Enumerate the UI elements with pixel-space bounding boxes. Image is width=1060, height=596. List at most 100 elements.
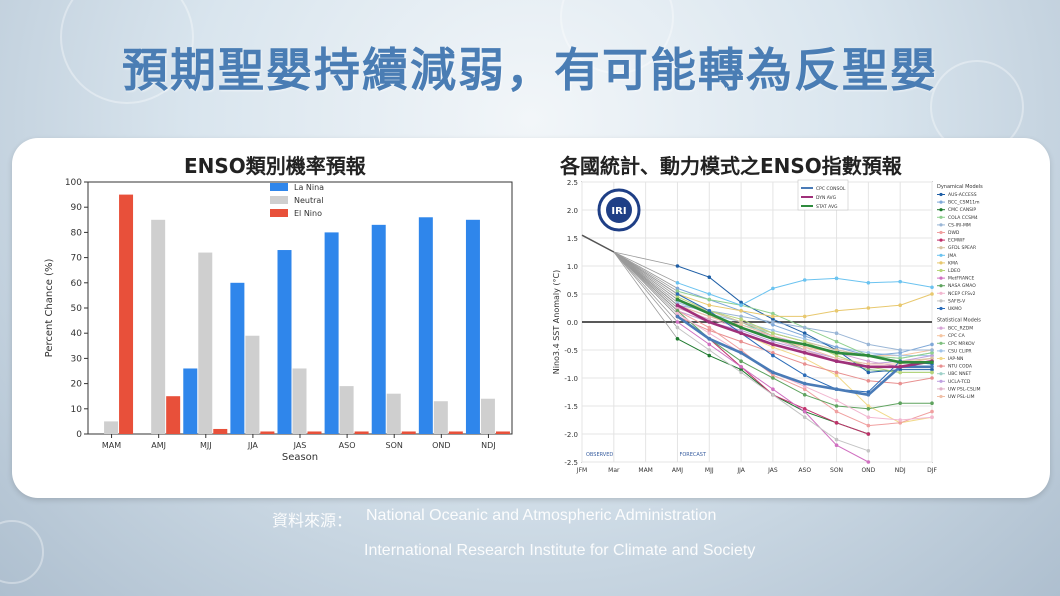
legend-marker xyxy=(939,276,943,280)
legend-marker xyxy=(939,394,943,399)
dynamical-model-line-point xyxy=(802,334,807,338)
dynamical-model-line-point xyxy=(771,393,775,397)
dynamical-model-line-point xyxy=(739,303,743,307)
average-line-point xyxy=(739,351,743,355)
legend-label: STAT AVG xyxy=(816,204,838,210)
y-axis-label: Percent Chance (%) xyxy=(44,259,55,358)
x-tick-label: SON xyxy=(386,441,403,450)
legend-label: NTU CODA xyxy=(948,364,973,370)
average-line-point xyxy=(834,351,839,355)
dynamical-model-line-point xyxy=(739,314,743,319)
dynamical-model-line-point xyxy=(771,323,775,327)
bar-neutral xyxy=(292,368,307,434)
legend-label: ECMWF xyxy=(948,238,965,244)
y-tick-label: 0.5 xyxy=(567,291,578,299)
dynamical-model-line-point xyxy=(675,292,680,296)
legend-label: IAP-NN xyxy=(948,356,963,362)
statistical-model-line-point xyxy=(739,328,743,333)
dynamical-model-line-point xyxy=(739,309,743,313)
y-tick-label: 70 xyxy=(71,254,83,264)
bar-la-nina xyxy=(371,224,386,434)
dynamical-model-line-point xyxy=(802,339,807,344)
legend-header-statistical: Statistical Models xyxy=(937,318,981,324)
dynamical-model-line-point xyxy=(834,276,839,281)
dynamical-model-line-point xyxy=(930,367,934,372)
legend-label: CPC CONSOL xyxy=(816,186,846,192)
dynamical-model-line-point xyxy=(930,356,934,361)
dynamical-model-line-point xyxy=(707,275,712,279)
dynamical-model-line-point xyxy=(834,331,839,335)
dynamical-model-line-point xyxy=(898,279,902,284)
average-line-point xyxy=(834,359,839,363)
bar-el-nino xyxy=(401,431,416,434)
dynamical-model-line-point xyxy=(866,370,871,375)
dynamical-model-line-point xyxy=(834,309,839,313)
x-tick-label: MAM xyxy=(102,441,121,450)
average-line-point xyxy=(898,360,902,365)
statistical-model-line-point xyxy=(866,404,871,408)
legend-marker xyxy=(939,253,943,257)
bar-la-nina xyxy=(183,368,198,434)
x-tick-label: OND xyxy=(861,467,875,474)
bar-el-nino xyxy=(354,431,369,434)
legend-marker xyxy=(939,291,943,295)
average-line-point xyxy=(802,351,807,355)
legend-label: SAFIS-V xyxy=(948,298,966,304)
x-tick-label: MAM xyxy=(638,467,652,474)
legend-label: La Nina xyxy=(294,183,324,192)
bar-neutral xyxy=(151,219,166,434)
x-tick-label: JAS xyxy=(293,441,307,450)
x-tick-label: ASO xyxy=(339,441,356,450)
legend-label: GFDL SPEAR xyxy=(948,245,976,251)
dynamical-model-line-point xyxy=(771,320,775,324)
average-line-point xyxy=(707,320,712,324)
dynamical-model-line-point xyxy=(930,285,934,290)
bar-la-nina xyxy=(324,232,339,434)
dynamical-model-line-point xyxy=(834,353,839,358)
statistical-model-line-point xyxy=(802,337,807,341)
legend-label: BCC_CSM11m xyxy=(948,200,980,206)
legend-marker xyxy=(939,215,943,219)
dynamical-model-line-point xyxy=(898,348,902,352)
dynamical-model-line-point xyxy=(739,300,743,305)
dynamical-model-line-point xyxy=(802,384,807,389)
average-line-point xyxy=(675,314,680,319)
legend-marker xyxy=(939,238,943,242)
y-tick-label: 60 xyxy=(71,279,83,289)
nino34-plume-chart: -2.5 -2.0 -1.5 -1.0 -0.5 0.0 0.5 1.0 1.5 2.0 2.5 JF… xyxy=(552,179,983,474)
dynamical-model-line-point xyxy=(675,320,680,324)
statistical-model-line-point xyxy=(739,339,743,344)
average-line-point xyxy=(739,331,743,335)
legend-marker xyxy=(939,379,943,383)
dynamical-model-line-point xyxy=(930,401,934,405)
statistical-model-line-point xyxy=(802,345,807,349)
y-tick-label: 20 xyxy=(71,380,83,390)
dynamical-model-line-point xyxy=(707,292,712,296)
statistical-model-line-point xyxy=(802,356,807,361)
dynamical-model-line-point xyxy=(898,418,902,422)
y-tick-label: -1.5 xyxy=(564,403,578,411)
legend-label: BCC_RZDM xyxy=(948,326,973,332)
dynamical-model-line-point xyxy=(739,320,743,324)
dynamical-model-line-point xyxy=(866,449,871,453)
legend-label: JMA xyxy=(947,253,957,259)
average-line-point xyxy=(771,337,775,341)
dynamical-model-line-point xyxy=(898,401,902,405)
dynamical-model-line-point xyxy=(898,421,902,425)
statistical-model-line-point xyxy=(866,367,871,372)
dynamical-model-line-point xyxy=(771,387,775,391)
dynamical-model-line-point xyxy=(802,387,807,391)
dynamical-model-line-point xyxy=(707,297,712,302)
dynamical-model-line-point xyxy=(675,264,680,268)
legend-label: UKMO xyxy=(948,306,962,312)
bar-el-nino xyxy=(260,431,275,434)
dynamical-model-line-point xyxy=(930,348,934,352)
statistical-model-line-point xyxy=(834,373,839,377)
source-iri: International Research Institute for Cli… xyxy=(364,542,756,559)
average-line-point xyxy=(866,365,871,369)
legend-label: AUS-ACCESS xyxy=(948,192,977,198)
legend-label: CMC CANSIP xyxy=(948,207,976,213)
dynamical-model-line-point xyxy=(739,367,743,372)
average-line-point xyxy=(898,365,902,369)
legend-label: El Nino xyxy=(294,209,322,218)
